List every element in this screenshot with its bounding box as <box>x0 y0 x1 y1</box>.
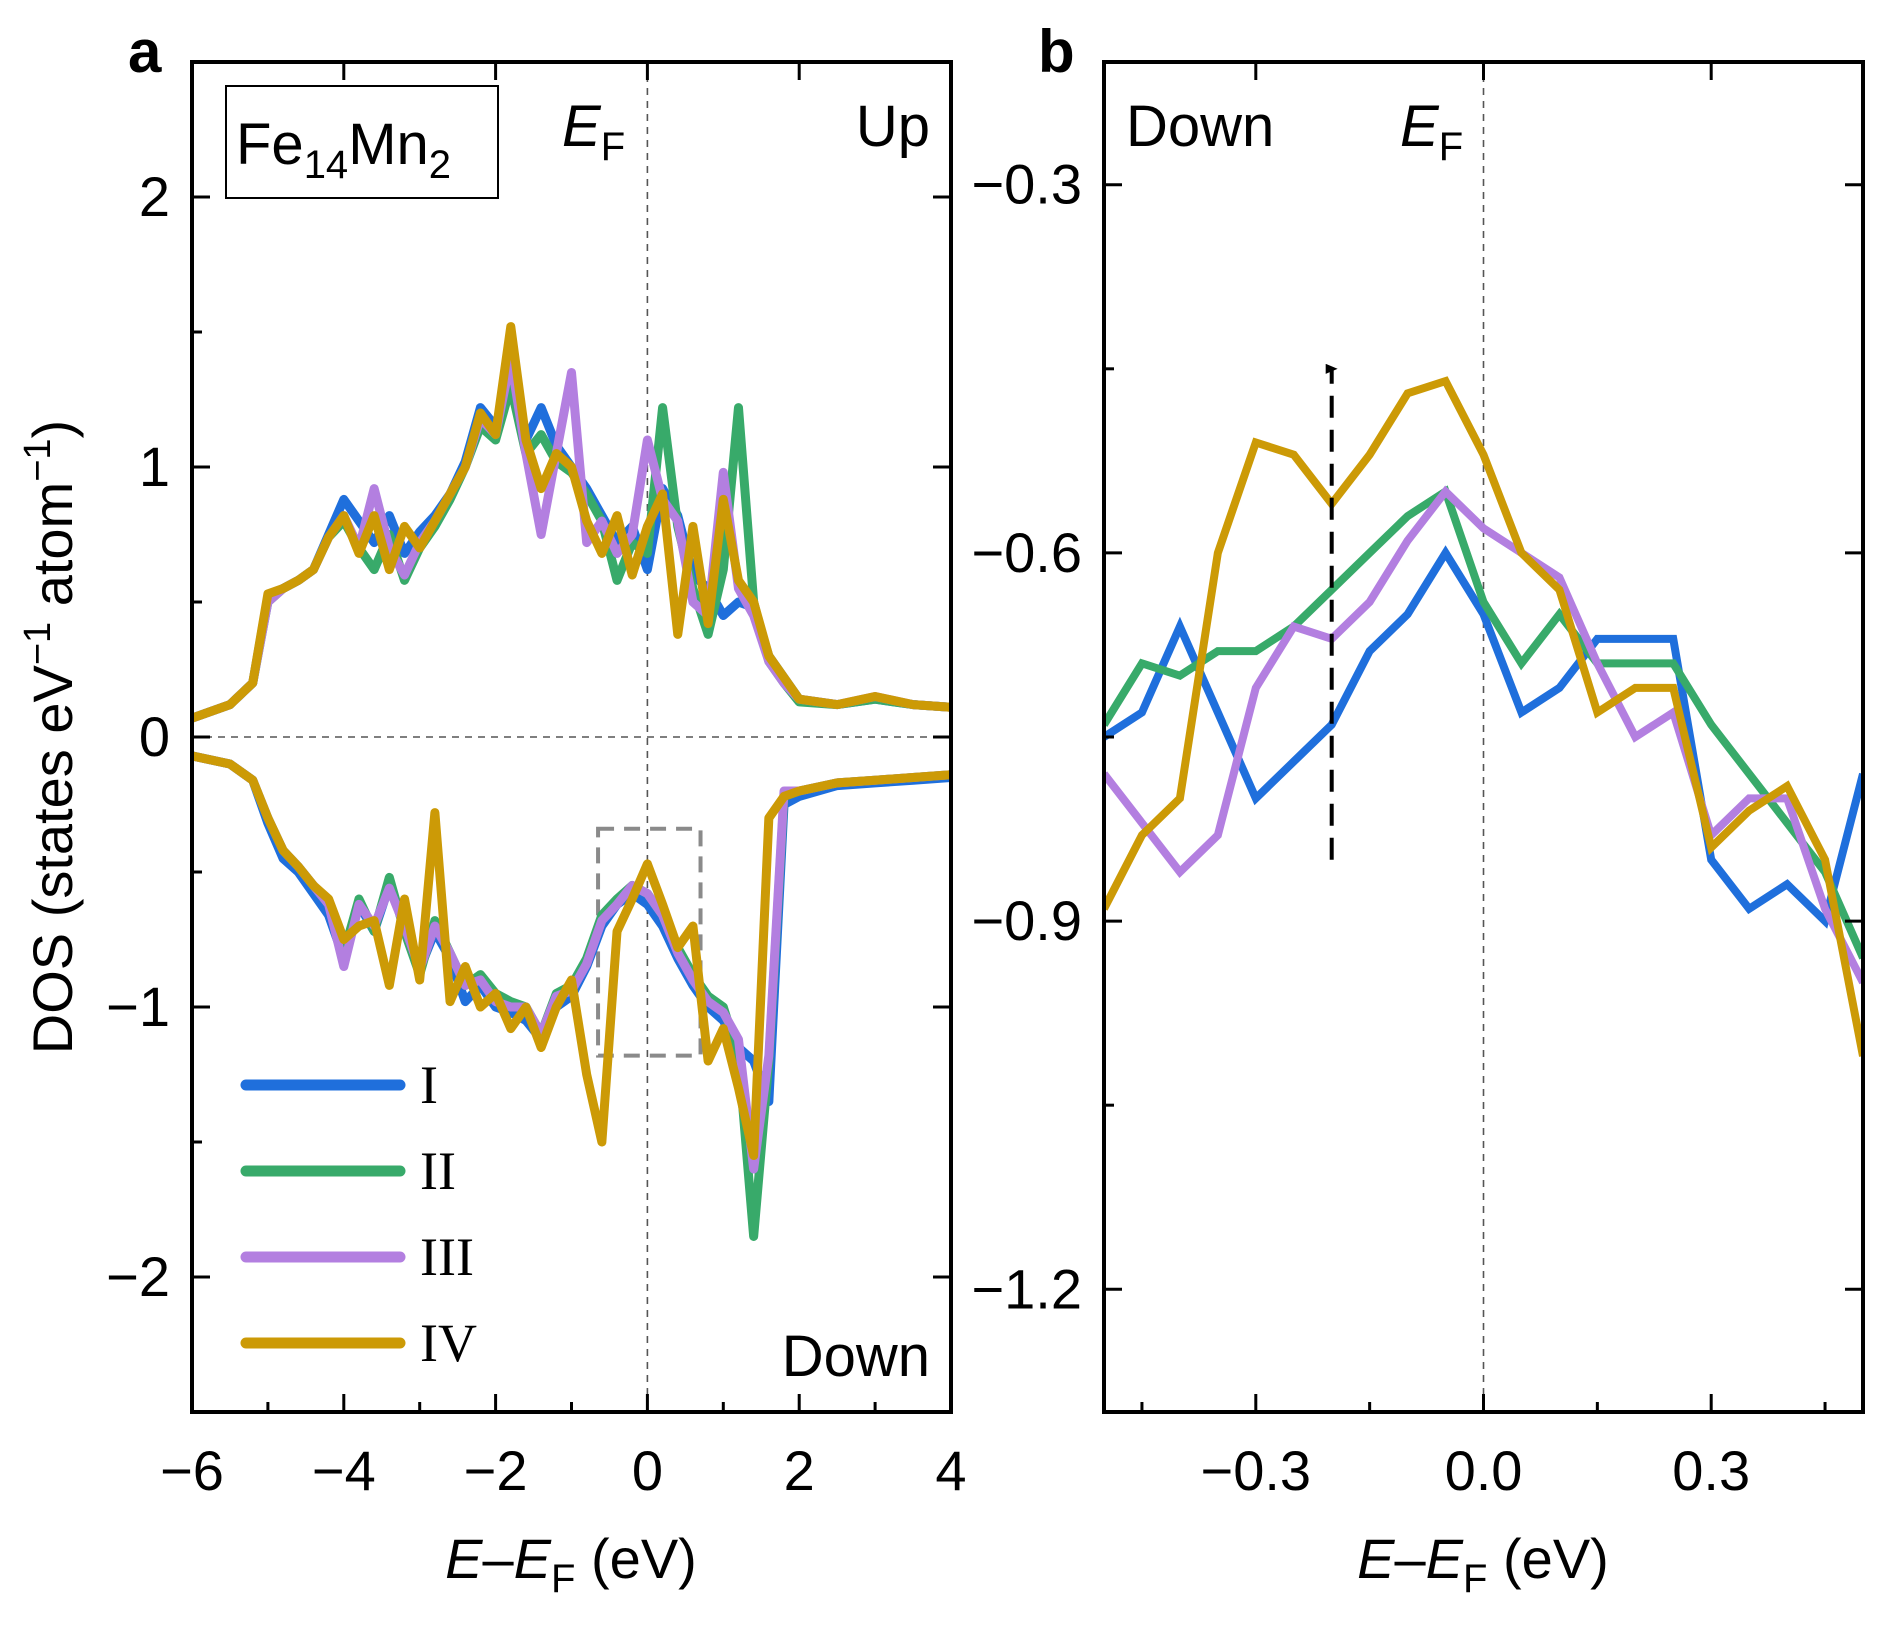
x-tick-label: 2 <box>784 1439 815 1502</box>
x-axis-label-a: E–EF (eV) <box>445 1527 697 1601</box>
series-I <box>1104 545 1863 929</box>
panel-a-label: a <box>128 18 162 85</box>
spin-down-label-a: Down <box>782 1324 930 1389</box>
x-tick-label: −4 <box>312 1439 376 1502</box>
panel-a-reference-lines <box>192 62 951 1412</box>
legend-label-IV: IV <box>420 1313 477 1373</box>
panel-b-y-ticks: −1.2 −0.9 −0.6 −0.3 <box>971 153 1863 1320</box>
ef-label-b: EF <box>1400 94 1463 169</box>
panel-b: −0.3 0.0 0.3 −1.2 −0.9 −0.6 −0.3 Down EF E–EF… <box>971 60 1865 1601</box>
series-III-down <box>192 751 951 1174</box>
y-tick-label: 2 <box>139 165 170 228</box>
series-I-up <box>192 370 951 723</box>
x-tick-label: −2 <box>464 1439 528 1502</box>
spin-down-label-b: Down <box>1126 94 1274 159</box>
y-tick-label: −0.3 <box>971 153 1082 216</box>
series-IV-up <box>192 322 951 723</box>
panel-a-series <box>192 322 951 1241</box>
y-tick-label: −0.9 <box>971 889 1082 952</box>
legend-label-II: II <box>420 1141 456 1201</box>
compound-label: Fe14Mn2 <box>236 112 451 187</box>
x-tick-label: −0.3 <box>1201 1439 1312 1502</box>
spin-up-label: Up <box>856 94 930 159</box>
legend-label-III: III <box>420 1227 474 1287</box>
x-tick-label: 0 <box>632 1439 663 1502</box>
panel-a-x-ticks: −6 −4 −2 0 2 4 <box>160 62 967 1502</box>
zoom-box <box>596 826 703 1058</box>
series-III <box>1104 485 1863 985</box>
y-tick-label: −2 <box>106 1245 170 1308</box>
compound-label-box <box>225 85 499 199</box>
panel-b-label: b <box>1038 18 1075 85</box>
y-tick-label: −1.2 <box>971 1257 1082 1320</box>
x-tick-label: −6 <box>160 1439 224 1502</box>
series-II-up <box>192 381 951 723</box>
series-IV-down <box>192 751 951 1160</box>
series-I-down <box>192 751 951 1106</box>
panel-a-y-ticks: −2 −1 0 1 2 <box>106 60 951 1414</box>
x-tick-label: 4 <box>935 1439 966 1502</box>
series-III-up <box>192 354 951 723</box>
x-tick-label: 0.0 <box>1445 1439 1523 1502</box>
legend-label-I: I <box>420 1055 438 1115</box>
y-tick-label: −0.6 <box>971 521 1082 584</box>
series-II <box>1104 485 1863 960</box>
ef-label-a: EF <box>562 94 625 169</box>
x-tick-label: 0.3 <box>1672 1439 1750 1502</box>
y-tick-label: 1 <box>139 435 170 498</box>
y-tick-label: −1 <box>106 975 170 1038</box>
panel-b-series <box>1104 376 1863 1057</box>
y-tick-label: 0 <box>139 705 170 768</box>
x-axis-label-b: E–EF (eV) <box>1357 1527 1609 1601</box>
series-IV <box>1104 376 1863 1057</box>
panel-b-x-ticks: −0.3 0.0 0.3 <box>1140 62 1827 1502</box>
y-axis-label-a: DOS (states eV−1 atom−1) <box>17 420 84 1054</box>
